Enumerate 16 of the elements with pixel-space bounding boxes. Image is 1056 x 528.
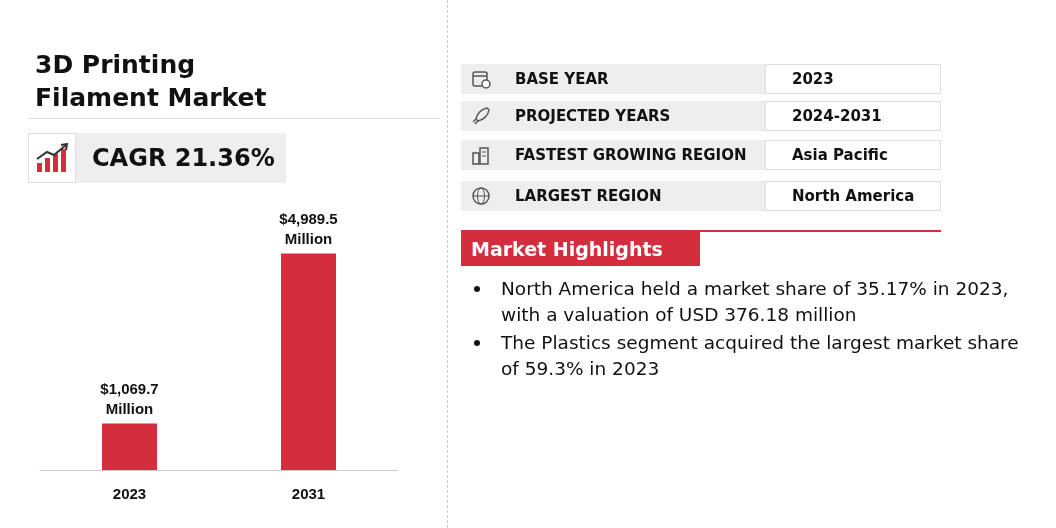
category-label: PROJECTED YEARS <box>515 107 671 125</box>
text: The Plastics segment acquired the largest market share of 59.3% in 2023 <box>501 332 1019 379</box>
chart-title: 3D Printing Filament Market <box>35 49 268 114</box>
text: 2024-2031 <box>765 101 941 131</box>
category-label: BASE YEAR <box>515 70 609 88</box>
text: North America held a market share of 35.17% in 2023, with a valuation of USD 376.18 million <box>501 278 1009 325</box>
data-label: $4,989.5 Million <box>279 209 338 247</box>
x-tick-label: 2031 <box>291 485 326 502</box>
data-label: $1,069.7 Million <box>100 380 159 418</box>
text: Asia Pacific <box>765 140 941 170</box>
category-label: LARGEST REGION <box>515 187 662 205</box>
text: CAGR 21.36% <box>92 144 275 172</box>
text: 2023 <box>765 64 941 94</box>
text: Market Highlights <box>461 232 700 266</box>
text: North America <box>765 181 941 211</box>
category-label: FASTEST GROWING REGION <box>515 146 747 164</box>
